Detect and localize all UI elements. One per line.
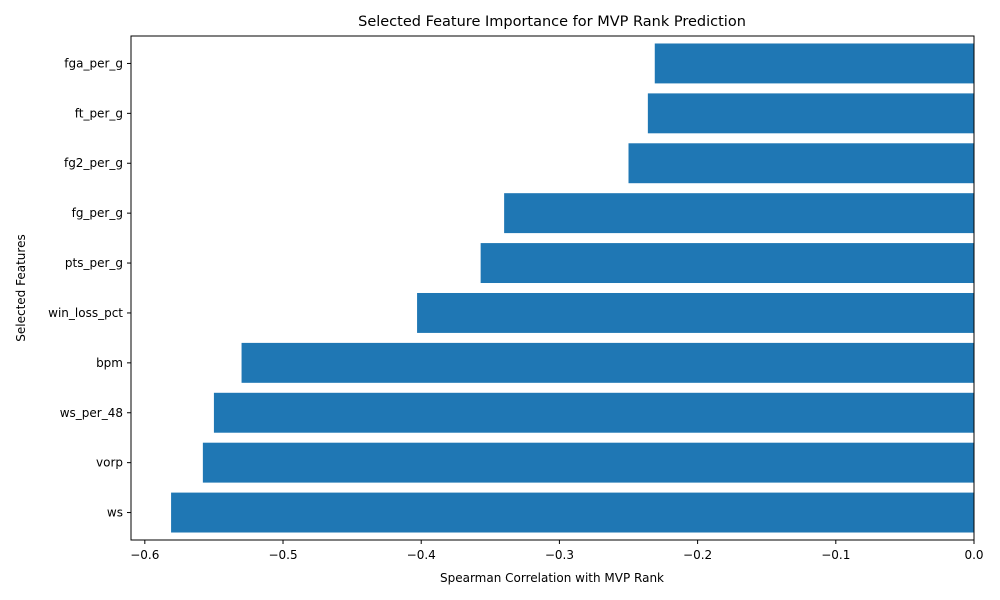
- y-tick-label-ws: ws: [107, 506, 123, 520]
- y-tick-label-fg_per_g: fg_per_g: [72, 206, 123, 220]
- y-tick-label-win_loss_pct: win_loss_pct: [48, 306, 123, 320]
- plot-frame: [130, 35, 975, 541]
- x-axis-title: Spearman Correlation with MVP Rank: [440, 571, 664, 585]
- bar-ws: [171, 492, 975, 533]
- bar-fg2_per_g: [628, 143, 974, 184]
- bar-pts_per_g: [480, 243, 974, 284]
- y-axis-title: Selected Features: [14, 234, 28, 341]
- bar-ft_per_g: [647, 93, 974, 134]
- y-tick-label-ft_per_g: ft_per_g: [75, 106, 123, 120]
- x-axis-ticks: −0.6 −0.5 −0.4 −0.3 −0.2 −0.1 0.0: [130, 540, 984, 562]
- y-axis-ticks: ws vorp ws_per_48 bpm win_loss_pct pts_per_g f…: [48, 56, 131, 520]
- chart-title: Selected Feature Importance for MVP Rank…: [358, 14, 746, 30]
- x-tick-label: −0.1: [821, 548, 850, 562]
- y-tick-label-pts_per_g: pts_per_g: [65, 256, 123, 270]
- x-tick-label: −0.2: [683, 548, 712, 562]
- bar-ws_per_48: [213, 392, 974, 433]
- y-tick-label-ws_per_48: ws_per_48: [60, 406, 123, 420]
- bar-bpm: [241, 342, 974, 383]
- y-tick-label-bpm: bpm: [96, 356, 123, 370]
- bar-fg_per_g: [504, 193, 974, 234]
- bar-win_loss_pct: [417, 292, 974, 333]
- y-tick-label-fga_per_g: fga_per_g: [64, 56, 123, 70]
- y-tick-label-fg2_per_g: fg2_per_g: [64, 156, 123, 170]
- bar-vorp: [202, 442, 974, 483]
- x-tick-label: −0.6: [130, 548, 159, 562]
- bars-group: [171, 43, 975, 533]
- bar-fga_per_g: [654, 43, 974, 84]
- x-tick-label: −0.5: [268, 548, 297, 562]
- x-tick-label: 0.0: [964, 548, 983, 562]
- x-tick-label: −0.4: [407, 548, 436, 562]
- y-tick-label-vorp: vorp: [96, 456, 123, 470]
- x-tick-label: −0.3: [545, 548, 574, 562]
